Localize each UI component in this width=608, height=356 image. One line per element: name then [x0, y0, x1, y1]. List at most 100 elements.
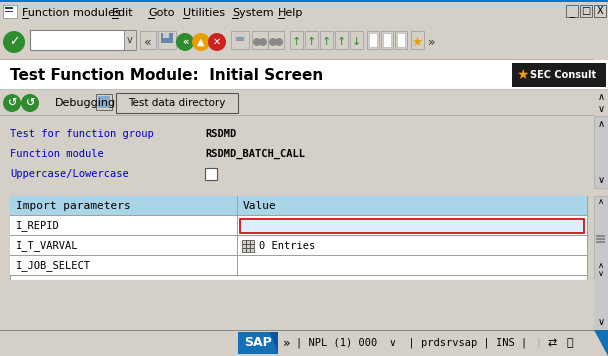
Bar: [10, 256, 587, 276]
Bar: [268, 31, 284, 49]
Circle shape: [208, 33, 226, 51]
Polygon shape: [270, 332, 278, 354]
Bar: [161, 33, 173, 43]
Bar: [411, 31, 424, 49]
Text: ↑: ↑: [291, 37, 301, 47]
Text: X: X: [596, 6, 603, 16]
Bar: [242, 248, 254, 249]
Bar: [0, 280, 608, 330]
Bar: [0, 330, 608, 356]
Bar: [290, 31, 303, 49]
Bar: [512, 63, 606, 87]
Text: Value: Value: [243, 201, 277, 211]
Text: I_JOB_SELECT: I_JOB_SELECT: [16, 261, 91, 272]
Bar: [234, 33, 246, 41]
Text: ∧: ∧: [598, 119, 604, 129]
Bar: [594, 90, 608, 116]
Bar: [0, 2, 608, 24]
Circle shape: [21, 94, 39, 112]
Text: | NPL (1) 000  ∨  | prdsrvsap | INS |: | NPL (1) 000 ∨ | prdsrvsap | INS |: [296, 338, 527, 348]
Bar: [350, 31, 363, 49]
Bar: [0, 60, 608, 90]
Text: Import parameters: Import parameters: [16, 201, 131, 211]
Text: Edit: Edit: [112, 8, 134, 18]
Bar: [596, 241, 605, 242]
Bar: [10, 236, 587, 256]
Text: ↓: ↓: [351, 37, 361, 47]
Circle shape: [269, 38, 277, 46]
Circle shape: [176, 33, 194, 51]
Bar: [0, 89, 608, 90]
Bar: [594, 5, 606, 17]
Bar: [205, 168, 217, 180]
Bar: [124, 30, 136, 50]
Circle shape: [192, 33, 210, 51]
Text: Goto: Goto: [148, 8, 174, 18]
Bar: [252, 31, 268, 49]
Text: I_REPID: I_REPID: [16, 221, 60, 231]
Text: ∨: ∨: [598, 104, 604, 114]
Polygon shape: [594, 330, 608, 356]
Bar: [10, 216, 587, 236]
Bar: [238, 332, 278, 354]
Text: ★: ★: [412, 36, 423, 48]
Text: 🔒: 🔒: [567, 338, 573, 348]
Bar: [566, 5, 578, 17]
Bar: [594, 280, 608, 330]
Bar: [98, 96, 110, 108]
Bar: [383, 33, 391, 47]
Bar: [0, 59, 608, 60]
Text: ∧: ∧: [598, 262, 604, 271]
Bar: [395, 31, 407, 49]
Bar: [10, 196, 587, 280]
Bar: [96, 94, 112, 110]
Text: □: □: [581, 6, 590, 16]
Text: 0 Entries: 0 Entries: [259, 241, 316, 251]
Text: Test Function Module:  Initial Screen: Test Function Module: Initial Screen: [10, 68, 323, 83]
Bar: [594, 116, 608, 188]
Text: v: v: [127, 35, 133, 45]
Text: ↑: ↑: [306, 37, 316, 47]
Text: System: System: [232, 8, 274, 18]
Bar: [163, 33, 169, 38]
Bar: [0, 116, 608, 188]
Text: I_T_VARVAL: I_T_VARVAL: [16, 241, 78, 251]
Text: ↺: ↺: [7, 98, 16, 108]
Bar: [580, 5, 592, 17]
Bar: [10, 196, 587, 216]
Circle shape: [253, 38, 261, 46]
Bar: [5, 7, 13, 9]
Bar: [140, 31, 156, 49]
Bar: [242, 244, 254, 245]
Text: |: |: [536, 338, 540, 348]
Bar: [0, 188, 608, 196]
Bar: [596, 238, 605, 240]
Bar: [397, 33, 405, 47]
Text: ∨: ∨: [598, 317, 604, 327]
Bar: [0, 90, 608, 116]
Text: Help: Help: [278, 8, 303, 18]
Bar: [0, 115, 608, 116]
Bar: [594, 24, 608, 60]
Text: «: «: [182, 37, 188, 47]
Bar: [369, 33, 377, 47]
Text: ↑: ↑: [321, 37, 331, 47]
Bar: [10, 255, 587, 256]
Text: ∨: ∨: [598, 268, 604, 277]
Text: Test data directory: Test data directory: [128, 98, 226, 108]
Bar: [367, 31, 379, 49]
Bar: [10, 275, 587, 276]
Bar: [237, 216, 238, 236]
Bar: [237, 256, 238, 276]
Bar: [240, 219, 584, 233]
Bar: [0, 330, 608, 331]
Text: ✕: ✕: [213, 37, 221, 47]
Text: ★: ★: [516, 68, 528, 82]
Circle shape: [259, 38, 267, 46]
Text: Utilities: Utilities: [183, 8, 225, 18]
Bar: [10, 235, 587, 236]
Bar: [158, 31, 176, 49]
Text: SEC Consult: SEC Consult: [530, 70, 596, 80]
Bar: [231, 31, 249, 49]
Text: «: «: [144, 36, 152, 48]
